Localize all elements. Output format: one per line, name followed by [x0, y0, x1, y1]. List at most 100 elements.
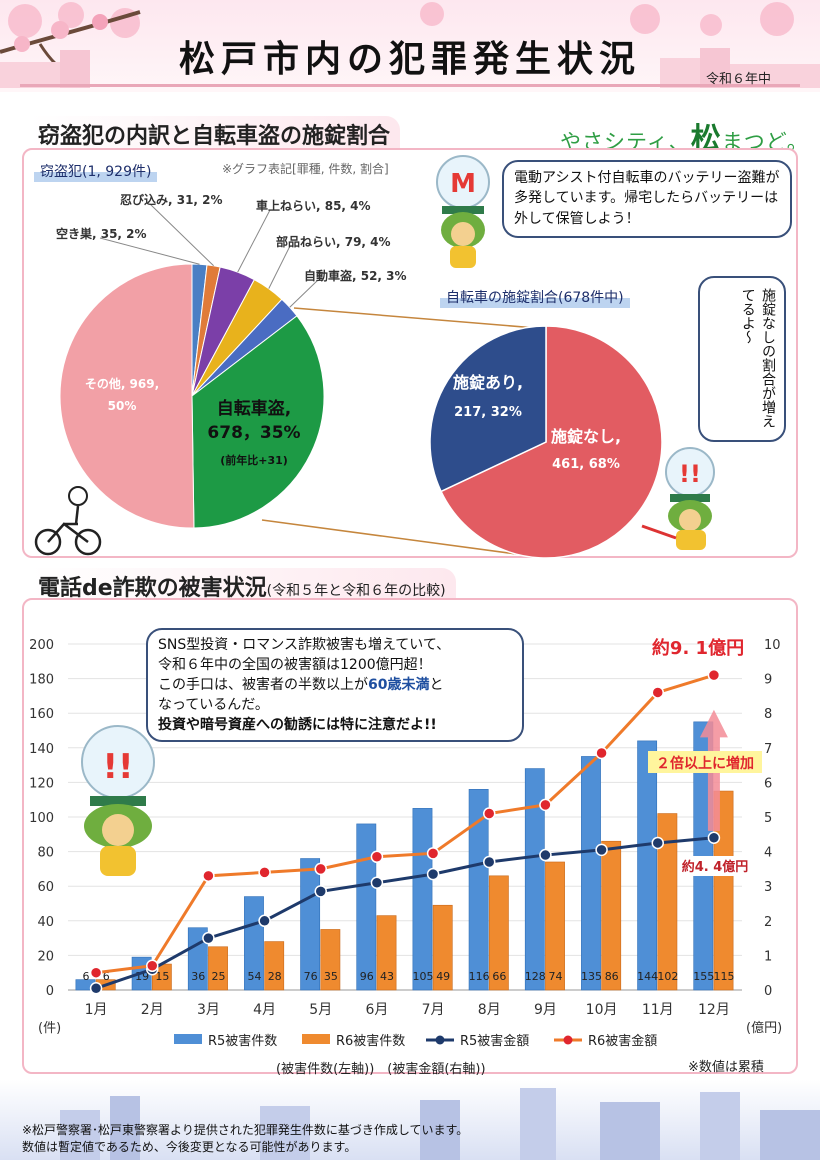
- slice-note-bike: (前年比+31): [220, 453, 288, 467]
- y-left-tick-label: 40: [37, 915, 54, 930]
- bar-value-label: 76: [304, 970, 318, 983]
- point-R6被害金額: [314, 862, 327, 876]
- y-right-tick-label: 7: [764, 742, 772, 757]
- point-R5被害金額: [707, 831, 721, 845]
- lock-ratio-label: 自転車の施錠割合(678件中): [440, 286, 630, 308]
- legend-swatch: [302, 1034, 330, 1044]
- svg-text:!!: !!: [679, 460, 701, 488]
- point-R6被害金額: [370, 850, 384, 864]
- legend-label: R5被害金額: [460, 1033, 529, 1049]
- cumulative-note: ※数値は累積: [688, 1060, 764, 1075]
- legend-label: R6被害件数: [336, 1033, 405, 1049]
- x-tick-label: 3月: [197, 1002, 220, 1018]
- point-R6被害金額: [707, 668, 721, 682]
- point-R6被害金額: [202, 869, 215, 883]
- bar-R6被害件数: [208, 946, 228, 991]
- y-right-tick-label: 3: [764, 880, 772, 895]
- bubble-line: この手口は、被害者の半数以上が60歳未満と: [158, 676, 444, 693]
- footer-line: 数値は暫定値であるため、今後変更となる可能性があります。: [22, 1139, 357, 1154]
- slice-label-自動車盗: 自動車盗, 52, 3%: [304, 268, 407, 283]
- bar-R6被害件数: [488, 875, 509, 991]
- y-right-tick-label: 4: [764, 846, 772, 861]
- bar-value-label: 102: [657, 970, 678, 983]
- slice-label-忍び込み: 忍び込み, 31, 2%: [120, 192, 223, 207]
- point-R5被害金額: [370, 876, 384, 889]
- leader-line: [99, 237, 200, 265]
- bar-value-label: 96: [360, 970, 374, 983]
- slice-label-部品ねらい: 部品ねらい, 79, 4%: [276, 234, 391, 249]
- x-tick-label: 6月: [365, 1002, 388, 1018]
- fraud-heading-sub: (令和５年と令和６年の比較): [266, 583, 446, 599]
- x-tick-label: 7月: [422, 1002, 445, 1018]
- point-R5被害金額: [651, 836, 664, 850]
- point-R5被害金額: [426, 867, 440, 881]
- connector-line: [261, 519, 517, 555]
- y-left-tick-label: 160: [29, 707, 54, 722]
- mascot-character-icon: !!: [641, 447, 715, 550]
- x-tick-label: 1月: [85, 1002, 108, 1018]
- slice-label-車上ねらい: 車上ねらい, 85, 4%: [256, 198, 371, 213]
- y-right-axis-label: (億円): [746, 1020, 782, 1036]
- fraud-combo-chart: 0 20 40 60 80 100 120 140 160 180 200 0 1 2 3 4 5 6 7 8 9 10 (…: [29, 637, 782, 1049]
- pie-slice-unlocked: [440, 325, 663, 558]
- r5-total-bg: [678, 856, 752, 876]
- axis-note: (被害件数(左軸)) (被害金額(右軸)): [276, 1062, 486, 1077]
- bar-R6被害件数: [545, 861, 565, 991]
- bar-value-label: 54: [247, 970, 261, 983]
- bar-R6被害件数: [376, 915, 397, 991]
- slice-sublabel-unlocked: 461, 68%: [552, 457, 620, 472]
- bar-R5被害件数: [356, 823, 377, 991]
- blossom-icon: [8, 4, 42, 38]
- y-right-tick-label: 9: [764, 673, 772, 688]
- legend-swatch: [174, 1034, 202, 1044]
- slice-label-空き巣: 空き巣, 35, 2%: [56, 226, 147, 241]
- slice-sublabel-locked: 217, 32%: [454, 405, 522, 420]
- bar-value-label: 116: [469, 970, 490, 983]
- y-left-axis-label: (件): [38, 1021, 61, 1036]
- y-left-tick-label: 100: [29, 811, 54, 826]
- point-R5被害金額: [89, 982, 103, 995]
- slice-label-other: その他, 969,: [85, 376, 159, 391]
- leader-line: [268, 245, 291, 289]
- fraud-speech-bubble: SNS型投資・ロマンス詐欺被害も増えていて、 令和６年中の全国の被害額は1200…: [146, 628, 524, 742]
- skyline-icon: [60, 1088, 820, 1160]
- bar-value-label: 86: [605, 970, 619, 983]
- connector-line: [293, 307, 537, 329]
- y-right-tick-label: 8: [764, 707, 772, 722]
- bar-value-label: 49: [436, 970, 450, 983]
- x-tick-label: 8月: [478, 1002, 501, 1018]
- y-right-tick-label: 10: [764, 638, 781, 653]
- point-R5被害金額: [202, 931, 215, 945]
- bicycle-thief-icon: [34, 486, 102, 556]
- bar-R6被害件数: [601, 840, 622, 991]
- footer-band: [0, 1080, 820, 1160]
- bar-R5被害件数: [524, 768, 545, 991]
- theft-total-label: 窃盗犯(1, 929件): [34, 160, 158, 182]
- y-left-tick-label: 120: [29, 776, 54, 791]
- point-R5被害金額: [595, 843, 608, 857]
- bubble-line: 令和６年中の全国の被害額は1200億円超！: [158, 656, 432, 673]
- bar-value-label: 35: [324, 970, 338, 983]
- bar-R5被害件数: [468, 789, 489, 991]
- bar-value-label: 155: [693, 970, 714, 983]
- bar-value-label: 43: [380, 970, 394, 983]
- y-right-tick-label: 0: [764, 984, 772, 999]
- bar-value-label: 74: [549, 970, 563, 983]
- y-left-tick-label: 20: [37, 949, 54, 964]
- svg-text:M: M: [450, 169, 476, 199]
- point-R6被害金額: [258, 866, 271, 879]
- bubble-line: なっているんだ。: [158, 696, 269, 713]
- x-tick-label: 11月: [642, 1002, 674, 1018]
- y-right-tick-label: 1: [764, 949, 772, 964]
- bar-value-label: 36: [191, 970, 205, 983]
- title-underline: [20, 84, 800, 87]
- slice-label-locked: 施錠あり,: [453, 373, 523, 392]
- y-left-tick-label: 140: [29, 742, 54, 757]
- point-R5被害金額: [314, 885, 327, 898]
- legend-label: R5被害件数: [208, 1033, 277, 1049]
- blossom-icon: [700, 14, 722, 36]
- unlocked-speech-bubble: 施錠なしの割合が増えてるよ～: [698, 276, 786, 442]
- mascot-character-icon: !!: [81, 725, 155, 876]
- bubble-line: SNS型投資・ロマンス詐欺被害も増えていて、: [158, 637, 451, 653]
